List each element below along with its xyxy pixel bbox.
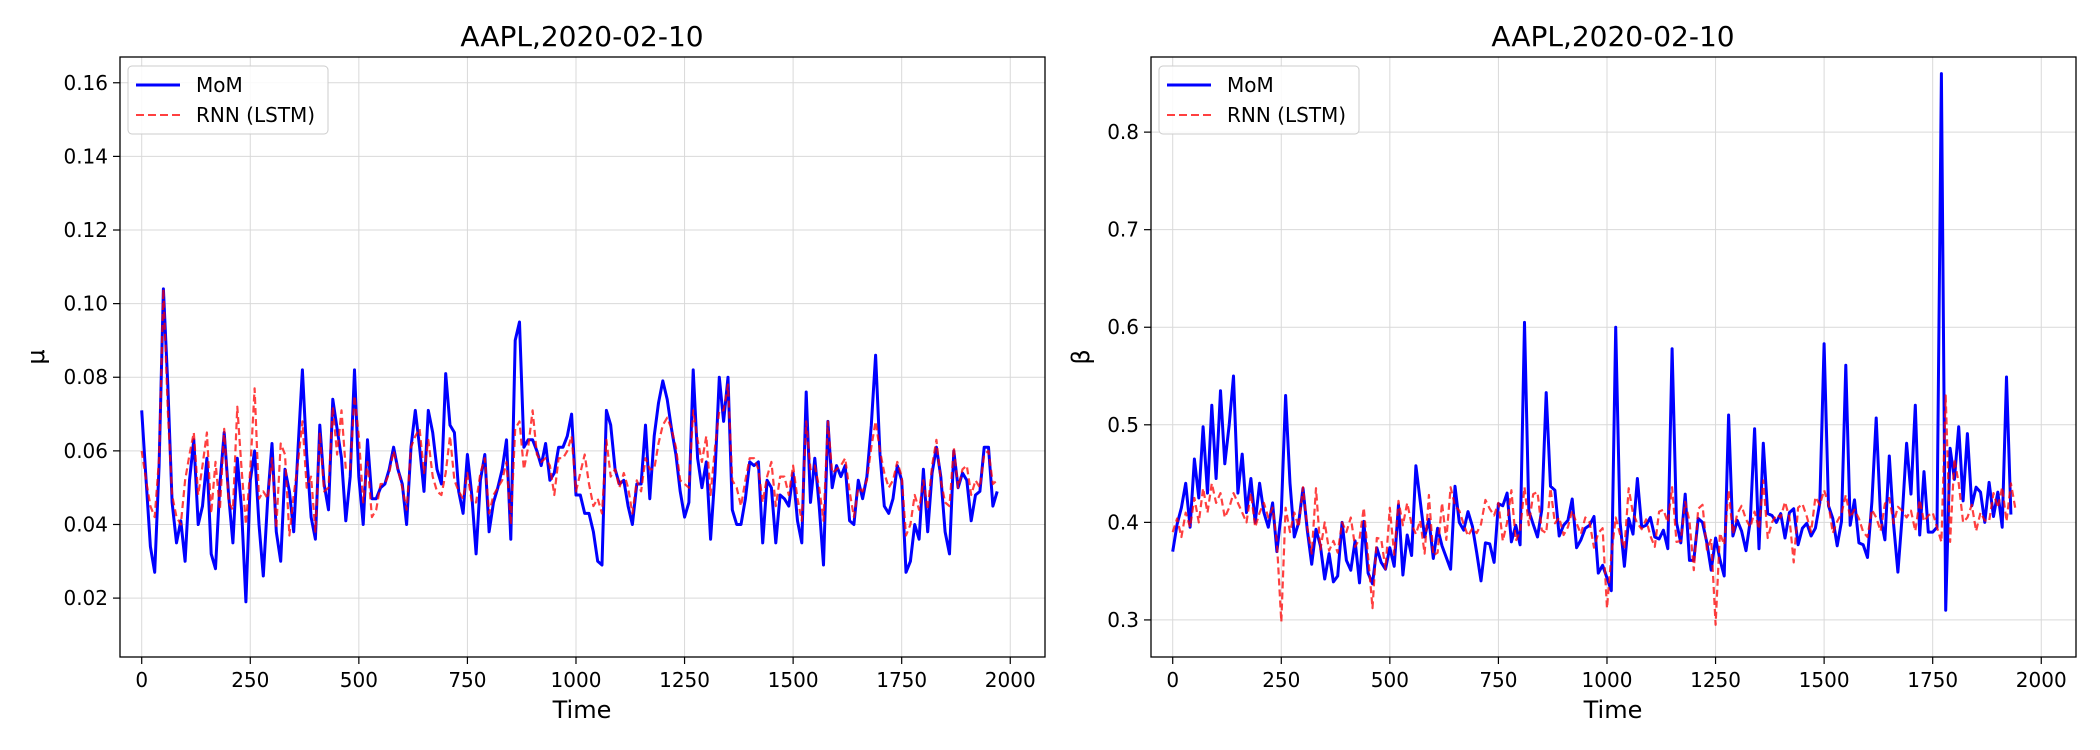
y-tick-label: 0.04 [63,512,108,536]
x-tick-label: 500 [1371,668,1409,692]
x-tick-label: 2000 [985,668,1036,692]
x-tick-label: 0 [1166,668,1179,692]
x-tick-label: 1000 [1582,668,1633,692]
chart-beta: AAPL,2020-02-10 0 250 500 750 1000 1250 1500 17… [1067,20,2077,724]
x-tick-label: 250 [1262,668,1300,692]
x-tick-label: 1000 [551,668,602,692]
axes-frame [119,56,1046,658]
x-tick-label: 1500 [1799,668,1850,692]
y-tick-label: 0.8 [1107,120,1139,144]
x-tick-label: 750 [1479,668,1517,692]
x-tick-label: 1500 [768,668,819,692]
y-axis-ticks: 0.3 0.4 0.5 0.6 0.7 0.8 [1107,120,1151,632]
legend-label-rnn: RNN (LSTM) [1227,103,1346,127]
y-tick-label: 0.02 [63,586,108,610]
series-line-rnn-lstm [1171,394,2017,626]
chart-mu: AAPL,2020-02-10 0 250 500 750 1000 1250 1500 17… [22,20,1046,724]
y-tick-label: 0.4 [1107,510,1139,534]
x-tick-label: 1750 [1907,668,1958,692]
x-axis-label: Time [1583,696,1643,724]
legend: MoM RNN (LSTM) [127,65,329,135]
x-axis-ticks: 0 250 500 750 1000 1250 1500 1750 2000 [1166,657,2067,692]
y-tick-label: 0.5 [1107,413,1139,437]
y-tick-label: 0.7 [1107,218,1139,242]
legend-label-mom: MoM [196,73,243,97]
axes-frame [1150,56,2077,658]
x-tick-label: 1250 [1690,668,1741,692]
x-tick-label: 0 [135,668,148,692]
y-tick-label: 0.6 [1107,315,1139,339]
x-tick-label: 1750 [876,668,927,692]
y-tick-label: 0.16 [63,71,108,95]
x-tick-label: 250 [231,668,269,692]
y-axis-label: β [1067,349,1095,364]
chart-title: AAPL,2020-02-10 [460,20,703,53]
y-tick-label: 0.14 [63,144,108,168]
y-tick-label: 0.06 [63,439,108,463]
y-tick-label: 0.3 [1107,608,1139,632]
legend-label-rnn: RNN (LSTM) [196,103,315,127]
legend-box [1158,65,1360,135]
legend: MoM RNN (LSTM) [1158,65,1360,135]
x-tick-label: 2000 [2016,668,2067,692]
x-tick-label: 1250 [659,668,710,692]
x-axis-ticks: 0 250 500 750 1000 1250 1500 1750 2000 [135,657,1036,692]
legend-box [127,65,329,135]
grid [120,57,1045,657]
grid [1151,57,2076,657]
series-layer [140,287,999,604]
legend-label-mom: MoM [1227,73,1274,97]
x-tick-label: 750 [448,668,486,692]
y-axis-label: μ [22,349,50,364]
chart-title: AAPL,2020-02-10 [1491,20,1734,53]
y-axis-ticks: 0.02 0.04 0.06 0.08 0.10 0.12 0.14 0.16 [63,71,120,610]
x-tick-label: 500 [340,668,378,692]
y-tick-label: 0.12 [63,218,108,242]
x-axis-label: Time [552,696,612,724]
series-line-rnn-lstm [140,287,998,537]
y-tick-label: 0.08 [63,365,108,389]
series-line-mom [1171,72,2013,612]
series-layer [1171,72,2017,626]
y-tick-label: 0.10 [63,292,108,316]
